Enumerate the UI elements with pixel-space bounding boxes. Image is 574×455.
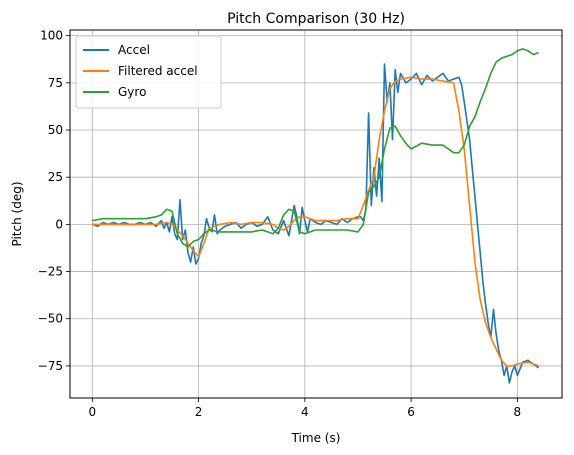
y-tick-label: 100 xyxy=(40,29,63,43)
chart-title: Pitch Comparison (30 Hz) xyxy=(227,11,405,27)
series-line-2 xyxy=(92,48,539,248)
series-layer xyxy=(92,48,540,384)
legend-label-1: Filtered accel xyxy=(118,64,198,78)
y-axis-ticks: −75 −50 −25 0 25 50 75 100 xyxy=(38,29,70,373)
x-tick-label: 0 xyxy=(88,405,96,419)
y-tick-label: 50 xyxy=(48,123,63,137)
x-tick-label: 6 xyxy=(407,405,415,419)
y-tick-label: −75 xyxy=(38,359,63,373)
y-tick-label: −50 xyxy=(38,312,63,326)
series-line-1 xyxy=(92,76,539,367)
y-tick-label: −25 xyxy=(38,265,63,279)
legend-box xyxy=(75,35,222,109)
y-tick-label: 75 xyxy=(48,76,63,90)
x-tick-label: 2 xyxy=(195,405,203,419)
x-tick-label: 8 xyxy=(514,405,522,419)
legend: Accel Filtered accel Gyro xyxy=(75,35,222,109)
y-tick-label: 0 xyxy=(55,217,63,231)
x-axis-label: Time (s) xyxy=(291,431,341,445)
x-axis-ticks: 0 2 4 6 8 xyxy=(88,398,521,419)
series-line-0 xyxy=(92,63,540,384)
plot-area-frame xyxy=(69,29,563,399)
y-axis-label: Pitch (deg) xyxy=(10,181,24,246)
legend-label-0: Accel xyxy=(118,43,150,57)
legend-label-2: Gyro xyxy=(118,85,146,99)
x-tick-label: 4 xyxy=(301,405,309,419)
y-tick-label: 25 xyxy=(48,170,63,184)
